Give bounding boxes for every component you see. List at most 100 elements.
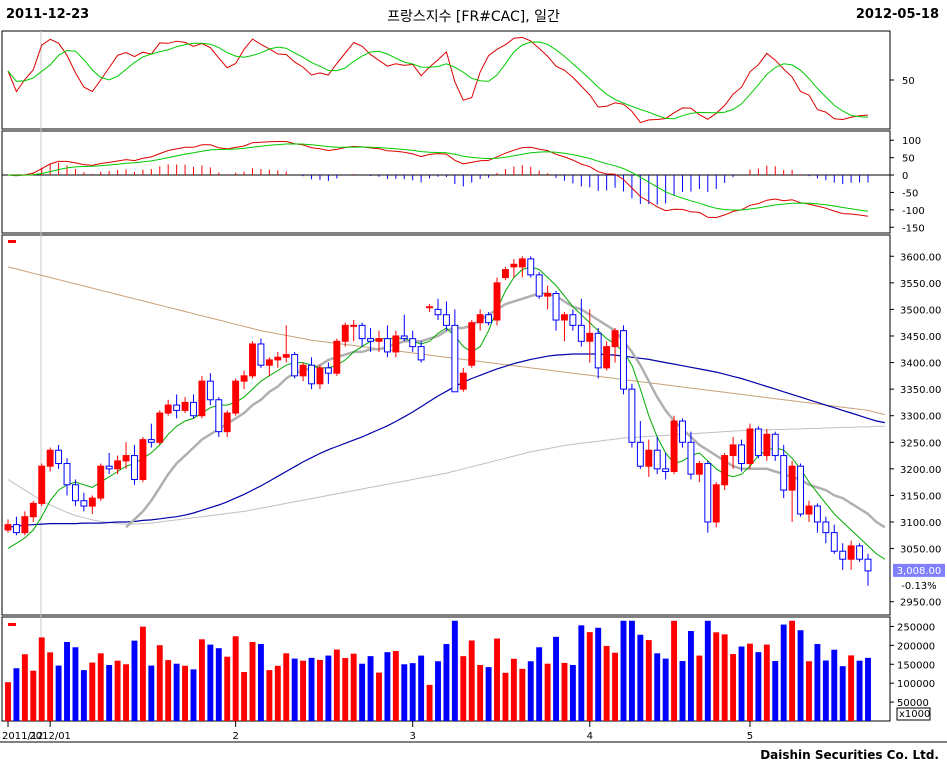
candle-body xyxy=(535,274,543,297)
x-axis-label: 2 xyxy=(232,731,238,742)
candle-body xyxy=(628,388,636,443)
volume-bar xyxy=(38,637,45,721)
volume-bar xyxy=(350,653,357,721)
volume-bar xyxy=(477,665,484,721)
candle-body xyxy=(400,335,408,340)
volume-bar xyxy=(763,644,770,721)
volume-bar xyxy=(401,664,408,721)
candle-body xyxy=(63,463,71,486)
candle-body xyxy=(358,324,366,340)
candle-body xyxy=(232,380,240,414)
candle-body xyxy=(240,375,248,382)
candle-body xyxy=(223,412,231,433)
volume-bar xyxy=(190,669,197,721)
candle-body xyxy=(830,532,838,552)
candle-body xyxy=(451,324,459,393)
volume-bar xyxy=(527,661,534,721)
volume-bar xyxy=(645,640,652,721)
volume-bar xyxy=(494,638,500,721)
volume-bar xyxy=(468,640,475,721)
volume-bar xyxy=(308,657,315,721)
candle-body xyxy=(847,545,855,560)
price-tick-label: 3100.00 xyxy=(900,518,941,529)
candle-body xyxy=(468,322,476,366)
ma-mid-line xyxy=(125,292,886,529)
candle-body xyxy=(586,332,594,342)
candle-body xyxy=(754,428,762,457)
volume-bar xyxy=(637,634,644,721)
candle-body xyxy=(249,343,256,377)
price-tick-label: 3200.00 xyxy=(900,465,941,476)
candle-body xyxy=(383,338,391,353)
candle-body xyxy=(409,338,417,348)
candle-body xyxy=(324,367,332,374)
candle-body xyxy=(805,505,813,515)
x-axis-label: 4 xyxy=(587,731,593,742)
stoch-tick-label: 50 xyxy=(902,76,915,87)
candle-body xyxy=(864,558,872,572)
candle-body xyxy=(577,324,585,342)
volume-bar xyxy=(536,647,543,721)
volume-bar xyxy=(5,682,11,721)
volume-bar xyxy=(519,668,526,721)
volume-bar xyxy=(553,636,559,721)
start-date: 2011-12-23 xyxy=(6,7,90,22)
volume-bar xyxy=(721,634,728,721)
candle-body xyxy=(721,455,729,486)
candle-body xyxy=(164,404,172,414)
macd-signal-line xyxy=(7,143,869,212)
candle-body xyxy=(392,335,400,353)
candle-body xyxy=(80,500,88,507)
volume-bar xyxy=(392,651,399,721)
volume-bar xyxy=(755,652,762,721)
candle-body xyxy=(38,465,46,504)
candle-body xyxy=(426,306,434,309)
volume-bar xyxy=(772,661,779,721)
candle-body xyxy=(46,449,54,467)
candle-body xyxy=(105,465,113,470)
volume-bar xyxy=(274,665,281,721)
candle-body xyxy=(341,324,349,342)
volume-bar xyxy=(628,620,635,721)
volume-bar xyxy=(451,620,458,721)
volume-bar xyxy=(148,665,155,721)
volume-bar xyxy=(359,663,366,721)
candle-body xyxy=(442,314,450,326)
volume-bar xyxy=(266,670,273,721)
candle-body xyxy=(856,545,864,560)
volume-bar xyxy=(822,660,829,721)
volume-bar xyxy=(831,649,838,721)
volume-tick-label: 50000 xyxy=(897,698,929,709)
volume-bar xyxy=(241,672,248,721)
candle-body xyxy=(476,314,484,324)
volume-bar xyxy=(198,639,205,721)
stoch-d-line xyxy=(7,41,869,120)
candle-body xyxy=(620,330,627,390)
candle-body xyxy=(198,380,206,417)
x-axis-label: 3 xyxy=(410,731,416,742)
volume-bar xyxy=(747,643,753,721)
candle-body xyxy=(518,258,526,268)
price-panel-marker xyxy=(8,240,16,243)
macd-tick-label: -150 xyxy=(902,223,925,234)
volume-bar xyxy=(856,660,863,721)
candle-body xyxy=(350,324,358,327)
volume-bar xyxy=(443,644,450,721)
volume-bar xyxy=(47,652,54,721)
candle-body xyxy=(88,497,96,507)
volume-bar xyxy=(97,653,104,721)
volume-bar xyxy=(106,665,113,721)
volume-bar xyxy=(435,661,441,721)
stochastic-panel xyxy=(1,30,891,130)
price-tick-label: 3500.00 xyxy=(900,305,941,316)
volume-bar xyxy=(409,663,416,721)
macd-tick-label: 50 xyxy=(902,154,915,165)
volume-bar xyxy=(224,656,231,721)
volume-bar xyxy=(64,641,70,721)
volume-bar xyxy=(173,663,180,721)
volume-bar xyxy=(283,653,290,721)
volume-bar xyxy=(738,646,745,721)
candle-body xyxy=(173,404,181,411)
volume-bar xyxy=(249,641,256,721)
volume-bar xyxy=(713,632,720,721)
